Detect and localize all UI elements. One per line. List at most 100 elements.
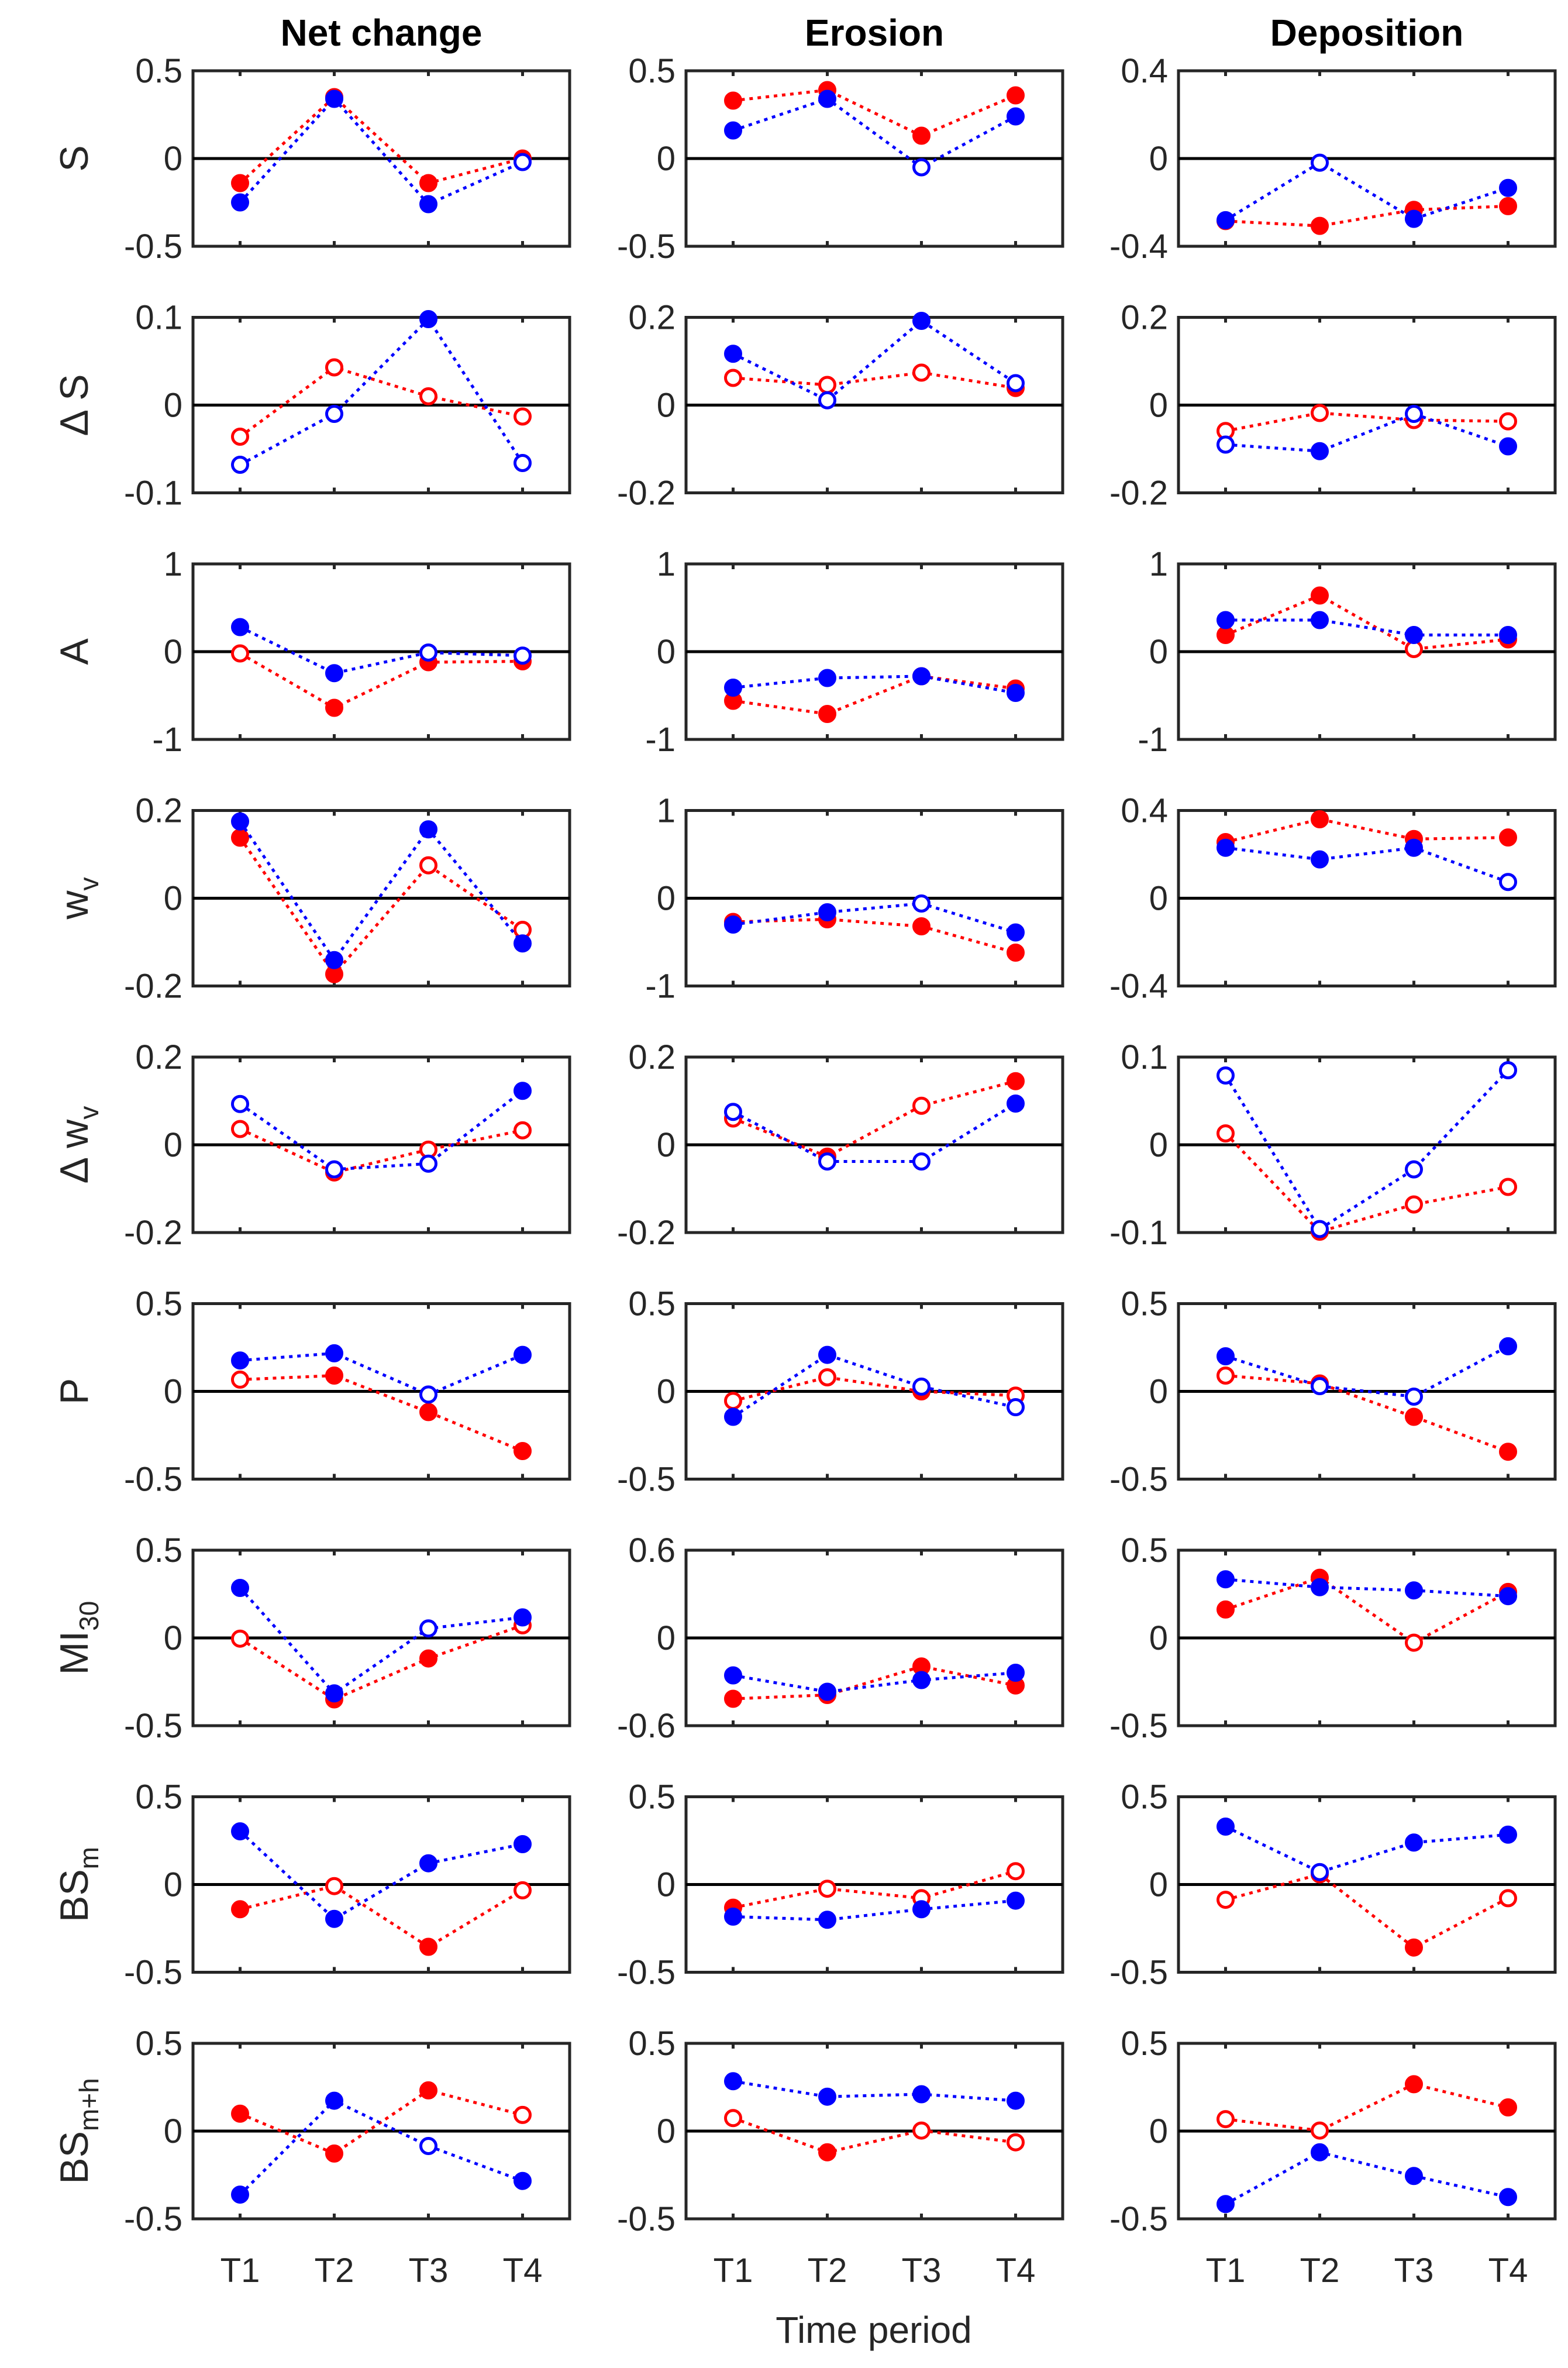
x-tick-label: T4 bbox=[1488, 2252, 1528, 2290]
series-line-red bbox=[239, 1127, 523, 1174]
data-point-blue-t3-open bbox=[419, 2137, 437, 2155]
series-line-blue bbox=[1225, 1578, 1508, 1598]
data-point-red-t3-open bbox=[419, 856, 437, 875]
y-tick-label: 0.5 bbox=[1121, 1531, 1168, 1570]
series-line-red bbox=[733, 371, 1016, 390]
y-tick-label: -0.5 bbox=[1109, 1954, 1168, 1992]
data-point-blue-t3-open bbox=[912, 894, 931, 913]
row-label-main: A bbox=[52, 638, 97, 665]
panel-deposition-row-3: 1 0 -1 bbox=[1138, 545, 1557, 759]
data-point-blue-t4-open bbox=[1007, 1398, 1025, 1416]
data-point-blue-t2-filled bbox=[1311, 1578, 1329, 1596]
series-line-blue bbox=[239, 2099, 523, 2196]
data-point-blue-t1-filled bbox=[724, 121, 742, 140]
x-tick-label: T4 bbox=[503, 2252, 543, 2290]
data-point-red-t4-filled bbox=[1499, 1443, 1517, 1461]
y-tick-label: 0.5 bbox=[1121, 2025, 1168, 2063]
data-point-blue-t2-open bbox=[325, 405, 343, 423]
data-point-blue-t2-filled bbox=[1311, 2143, 1329, 2162]
data-point-blue-t1-filled bbox=[231, 1579, 249, 1597]
data-point-blue-t2-filled bbox=[818, 90, 836, 108]
data-point-red-t4-open bbox=[1499, 1178, 1517, 1196]
data-point-red-t3-open bbox=[912, 1096, 931, 1115]
data-point-blue-t2-open bbox=[818, 391, 836, 409]
data-point-red-t1-filled bbox=[1217, 626, 1235, 644]
y-tick-label: 0 bbox=[1149, 1373, 1168, 1411]
column-titles: Net change Erosion Deposition bbox=[281, 12, 1464, 54]
data-point-red-t4-open bbox=[514, 1881, 532, 1899]
row-label-main: w bbox=[52, 890, 97, 920]
series-line-red bbox=[239, 1624, 523, 1701]
data-point-red-t3-filled bbox=[912, 126, 931, 145]
panel-erosion-row-8: 0.5 0 -0.5 bbox=[617, 1778, 1064, 1992]
data-point-blue-t1-filled bbox=[231, 193, 249, 212]
data-point-blue-t3-open bbox=[1405, 1160, 1423, 1179]
data-point-red-t3-filled bbox=[419, 1937, 437, 1956]
data-point-blue-t3-open bbox=[912, 158, 931, 177]
series-line-red bbox=[239, 95, 523, 185]
y-tick-label: 0.2 bbox=[135, 1038, 182, 1076]
series-line-blue bbox=[733, 901, 1016, 934]
data-point-blue-t4-filled bbox=[1499, 1825, 1517, 1844]
panel-erosion-row-7: 0.6 0 -0.6 bbox=[617, 1531, 1064, 1745]
series-line-red bbox=[1225, 817, 1508, 844]
y-tick-label: 0 bbox=[164, 2112, 182, 2150]
row-label-subscript: m bbox=[74, 1847, 104, 1869]
data-point-blue-t4-filled bbox=[514, 1082, 532, 1100]
data-point-red-t2-open bbox=[325, 1877, 343, 1895]
data-point-blue-t4-open bbox=[1499, 873, 1517, 892]
series-line-red bbox=[1225, 1576, 1509, 1645]
data-point-blue-t3-filled bbox=[912, 667, 931, 686]
data-point-blue-t1-filled bbox=[724, 1907, 742, 1926]
series-line-blue bbox=[1225, 618, 1508, 636]
data-point-red-t2-filled bbox=[325, 1367, 343, 1385]
data-point-red-t3-open bbox=[912, 363, 931, 382]
data-point-blue-t2-open bbox=[1311, 1220, 1329, 1238]
x-tick-label: T3 bbox=[902, 2252, 942, 2290]
series-line-blue bbox=[1225, 161, 1509, 222]
y-tick-label: -0.5 bbox=[1109, 1707, 1168, 1745]
data-point-blue-t1-open bbox=[1217, 435, 1235, 454]
data-point-red-t4-open bbox=[514, 407, 532, 426]
y-tick-label: -0.5 bbox=[124, 1707, 182, 1745]
data-point-red-t1-open bbox=[231, 644, 249, 663]
data-point-blue-t2-filled bbox=[1311, 611, 1329, 629]
data-point-red-t2-filled bbox=[325, 698, 343, 717]
y-tick-label: 1 bbox=[1149, 545, 1168, 583]
data-point-red-t2-filled bbox=[1311, 216, 1329, 235]
panel-deposition-row-9: 0.5 0 -0.5 bbox=[1109, 2025, 1557, 2238]
data-point-red-t3-open bbox=[1405, 1195, 1423, 1214]
y-tick-label: 0.5 bbox=[628, 1778, 676, 1816]
data-point-red-t4-filled bbox=[514, 1442, 532, 1460]
series-line-blue bbox=[733, 674, 1016, 694]
data-point-red-t1-filled bbox=[724, 91, 742, 110]
data-point-blue-t3-filled bbox=[912, 312, 931, 330]
data-point-red-t2-open bbox=[325, 358, 343, 377]
y-tick-label: 0.5 bbox=[135, 1778, 182, 1816]
data-point-blue-t2-open bbox=[325, 1160, 343, 1179]
data-point-blue-t2-open bbox=[1311, 1863, 1329, 1881]
data-point-blue-t4-open bbox=[514, 153, 532, 171]
data-point-red-t4-filled bbox=[1007, 1072, 1025, 1090]
data-point-blue-t1-filled bbox=[724, 1407, 742, 1426]
y-tick-label: 0.2 bbox=[135, 792, 182, 830]
y-tick-label: 0.2 bbox=[628, 299, 676, 337]
data-point-red-t1-open bbox=[1217, 1891, 1235, 1909]
y-tick-label: 0 bbox=[1149, 1619, 1168, 1657]
data-point-blue-t3-open bbox=[912, 1377, 931, 1396]
y-tick-label: -0.5 bbox=[617, 2200, 676, 2238]
series-line-red bbox=[733, 1870, 1016, 1909]
panel-deposition-row-2: 0.2 0 -0.2 bbox=[1109, 299, 1557, 512]
row-label: A bbox=[52, 638, 97, 665]
panel-net-change-row-2: 0.1 0 -0.1 bbox=[124, 299, 571, 512]
data-point-red-t3-filled bbox=[1405, 1938, 1423, 1957]
data-point-blue-t4-filled bbox=[1499, 178, 1517, 197]
y-tick-label: -0.2 bbox=[124, 1214, 182, 1252]
data-point-red-t1-open bbox=[724, 2109, 742, 2128]
panel-net-change-row-7: 0.5 0 -0.5 bbox=[124, 1531, 571, 1745]
panel-deposition-row-7: 0.5 0 -0.5 bbox=[1109, 1531, 1557, 1745]
panel-erosion-row-1: 0.5 0 -0.5 bbox=[617, 52, 1064, 266]
data-point-blue-t1-filled bbox=[1217, 838, 1235, 857]
data-point-blue-t1-open bbox=[231, 1094, 249, 1113]
row-label: S bbox=[52, 145, 97, 171]
